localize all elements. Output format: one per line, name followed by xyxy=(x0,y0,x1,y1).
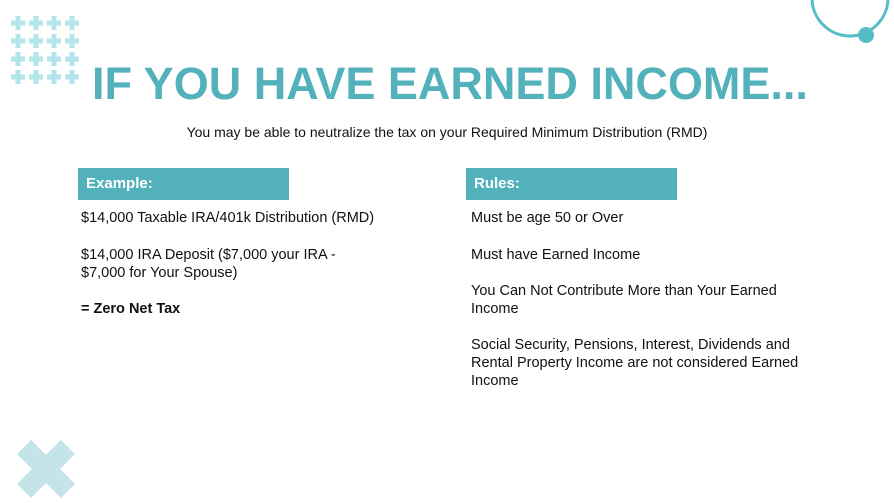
example-item: $14,000 Taxable IRA/401k Distribution (R… xyxy=(81,210,375,226)
x-mark-decoration xyxy=(17,440,75,498)
plus-icon xyxy=(29,16,43,30)
plus-grid-decoration xyxy=(11,16,79,84)
plus-icon xyxy=(65,52,79,66)
plus-icon xyxy=(11,52,25,66)
plus-icon xyxy=(29,52,43,66)
example-header: Example: xyxy=(78,168,289,200)
plus-icon xyxy=(65,70,79,84)
plus-icon xyxy=(29,34,43,48)
plus-icon xyxy=(11,70,25,84)
plus-icon xyxy=(47,70,61,84)
slide-title: IF YOU HAVE EARNED INCOME... xyxy=(92,58,808,109)
plus-icon xyxy=(65,34,79,48)
rule-item: Social Security, Pensions, Interest, Div… xyxy=(471,337,799,389)
circle-ring-decoration xyxy=(810,0,890,38)
plus-icon xyxy=(29,70,43,84)
plus-icon xyxy=(11,34,25,48)
plus-icon xyxy=(11,16,25,30)
circle-dot-decoration xyxy=(858,27,874,43)
slide-subtitle: You may be able to neutralize the tax on… xyxy=(186,124,708,140)
rules-header: Rules: xyxy=(466,168,677,200)
rule-item: Must be age 50 or Over xyxy=(471,210,624,226)
plus-icon xyxy=(47,52,61,66)
plus-icon xyxy=(47,34,61,48)
plus-icon xyxy=(47,16,61,30)
rule-item: Must have Earned Income xyxy=(471,247,641,263)
plus-icon xyxy=(65,16,79,30)
rule-item: You Can Not Contribute More than Your Ea… xyxy=(471,283,777,317)
example-item: = Zero Net Tax xyxy=(81,301,181,317)
example-item: $14,000 IRA Deposit ($7,000 your IRA - $… xyxy=(81,247,336,281)
